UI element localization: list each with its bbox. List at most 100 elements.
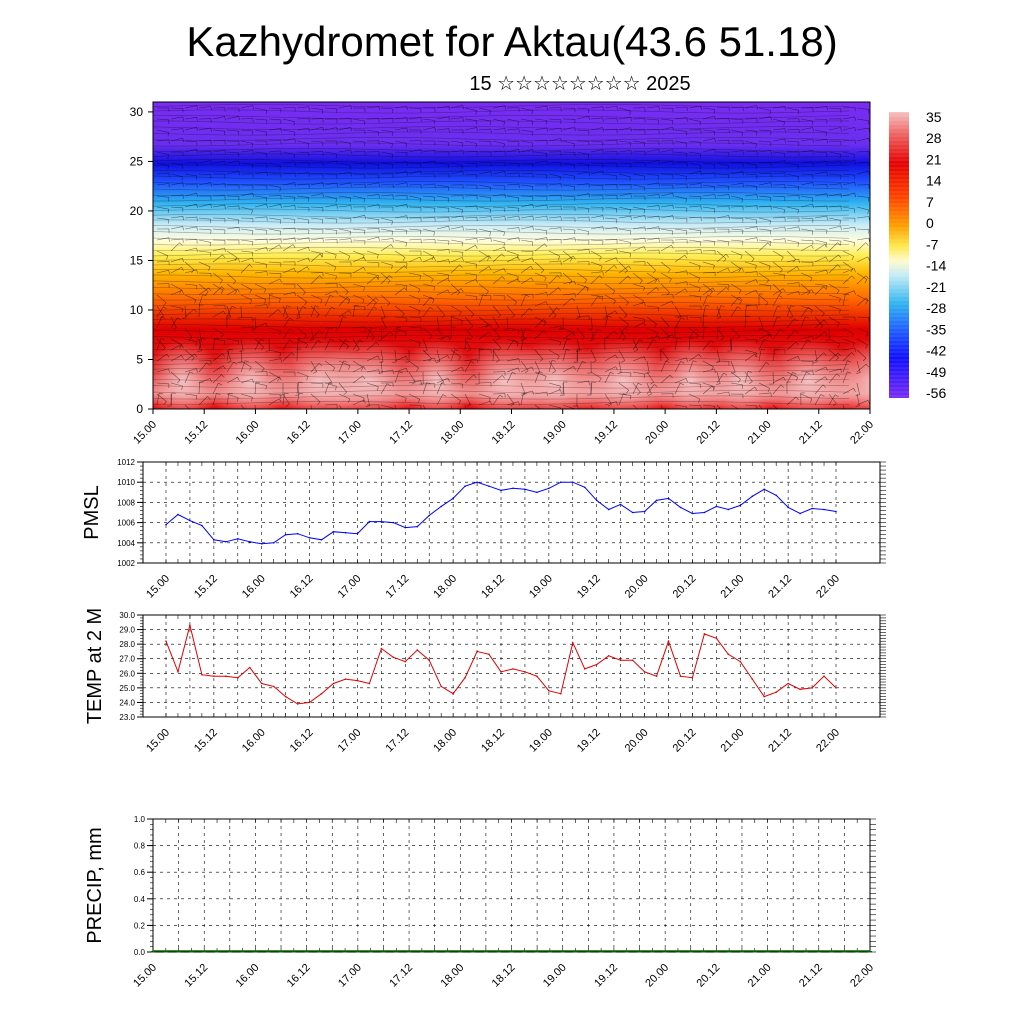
x-tick-label: 17.12 <box>387 419 415 447</box>
wind-barb-flag <box>742 171 744 176</box>
wind-barb-flag <box>571 297 575 302</box>
wind-barb-flag <box>633 349 638 352</box>
wind-barb <box>800 393 813 400</box>
wind-barb-flag <box>720 337 725 341</box>
wind-barb-flag <box>699 296 702 301</box>
wind-barb <box>226 171 239 175</box>
wind-barb <box>604 249 617 252</box>
grid <box>143 615 880 717</box>
wind-barb-flag <box>658 336 660 341</box>
wind-barb-flag <box>309 339 314 341</box>
wind-barb <box>786 162 799 166</box>
wind-barb-flag <box>266 171 268 176</box>
wind-barb <box>800 370 813 373</box>
wind-barb-flag <box>544 277 547 282</box>
wind-barb <box>478 331 489 340</box>
wind-barb <box>632 140 645 143</box>
wind-barb-flag <box>868 128 870 133</box>
wind-barb-flag <box>756 226 758 231</box>
wind-barb-flag <box>308 257 310 262</box>
wind-barb <box>506 140 520 143</box>
wind-barb-flag <box>699 154 702 159</box>
wind-barb-flag <box>488 397 491 402</box>
wind-barb-flag <box>812 150 814 155</box>
wind-barb <box>702 326 705 340</box>
wind-barb <box>464 173 478 175</box>
data-point <box>488 653 490 656</box>
wind-barb-flag <box>513 339 518 343</box>
wind-barb <box>632 184 645 188</box>
wind-barb <box>590 226 603 230</box>
wind-barb-flag <box>181 290 184 295</box>
wind-barb <box>842 116 855 120</box>
wind-barb <box>520 118 533 122</box>
wind-barb-flag <box>182 164 184 169</box>
wind-barb <box>464 162 478 164</box>
wind-barb <box>310 294 323 300</box>
wind-barb-flag <box>488 255 492 260</box>
wind-barb <box>576 261 590 263</box>
wind-barb <box>576 216 590 219</box>
wind-barb-flag <box>543 319 547 323</box>
wind-barb-flag <box>473 374 477 379</box>
wind-barb <box>758 150 771 153</box>
wind-barb <box>268 228 281 232</box>
wind-barb-flag <box>657 278 660 283</box>
wind-barb-flag <box>503 242 505 247</box>
wind-barb <box>478 255 490 263</box>
wind-barb <box>170 305 183 309</box>
wind-barb <box>282 393 285 406</box>
panel-frame <box>142 614 881 718</box>
wind-barb-flag <box>782 288 786 293</box>
x-tick-label: 15.12 <box>182 962 210 990</box>
wind-barb <box>422 250 434 257</box>
wind-barb <box>170 182 183 186</box>
wind-barb-flag <box>201 338 206 340</box>
wind-barb <box>338 195 351 199</box>
wind-barb-flag <box>655 332 659 337</box>
wind-barb-flag <box>182 258 184 262</box>
wind-barb <box>254 238 268 241</box>
y-tick-label: 0.2 <box>134 921 146 930</box>
wind-barb <box>492 206 506 209</box>
wind-barb <box>856 195 869 198</box>
wind-barb-flag <box>727 165 729 170</box>
wind-barb <box>296 151 310 153</box>
data-point <box>536 491 538 494</box>
isotherm <box>153 291 850 295</box>
wind-barb-flag <box>196 269 198 274</box>
wind-barb <box>730 296 740 307</box>
wind-barb-flag <box>643 287 645 292</box>
wind-barb <box>310 404 312 409</box>
wind-barb <box>758 217 771 221</box>
wind-barb <box>856 242 866 252</box>
wind-barb-flag <box>600 266 603 271</box>
wind-barb <box>828 254 839 263</box>
wind-barb <box>548 260 561 263</box>
wind-barb-flag <box>260 346 264 351</box>
wind-barb-flag <box>182 182 184 187</box>
data-point <box>631 659 634 661</box>
wind-barb <box>590 349 597 362</box>
colorbar-scale <box>889 112 909 398</box>
wind-barb-flag <box>588 381 590 386</box>
wind-barb-flag <box>607 316 612 318</box>
wind-barb <box>464 338 472 350</box>
wind-barb-flag <box>797 242 799 247</box>
wind-barb <box>450 349 456 362</box>
wind-barb <box>324 239 338 241</box>
wind-barb <box>814 384 824 395</box>
wind-barb-flag <box>592 360 597 363</box>
wind-barb <box>576 305 581 318</box>
wind-barb <box>226 129 239 132</box>
wind-barb-flag <box>742 183 744 188</box>
wind-barb-flag <box>531 110 533 115</box>
wind-barb <box>758 261 771 267</box>
wind-barb <box>646 382 652 395</box>
wind-barb <box>492 171 505 175</box>
wind-barb-flag <box>196 204 198 209</box>
wind-barb-flag <box>546 237 548 242</box>
wind-barb <box>744 386 755 395</box>
wind-barb <box>730 250 743 256</box>
wind-barb-flag <box>518 215 520 221</box>
